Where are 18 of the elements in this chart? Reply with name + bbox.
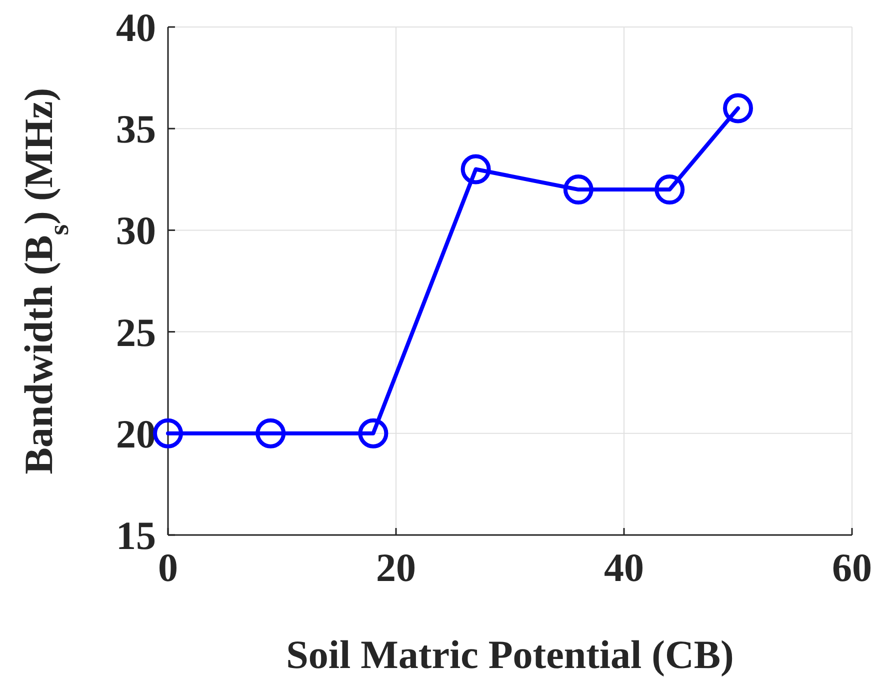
point xyxy=(723,93,753,124)
x-axis-title: Soil Matric Potential (CB) xyxy=(286,632,734,677)
y-tick-label: 15 xyxy=(116,513,156,558)
y-tick-label: 40 xyxy=(116,5,156,50)
point xyxy=(563,174,594,205)
x-tick-label: 20 xyxy=(376,545,416,590)
y-tick-label: 30 xyxy=(116,208,156,254)
point xyxy=(256,418,286,448)
x-tick-label: 40 xyxy=(604,545,644,590)
point xyxy=(654,174,685,205)
point xyxy=(153,418,183,448)
x-tick-label: 0 xyxy=(158,545,178,590)
y-tick-label: 35 xyxy=(116,106,156,152)
x-tick-label: 60 xyxy=(832,545,872,590)
y-tick-label: 20 xyxy=(116,411,156,456)
y-tick-label: 25 xyxy=(116,310,156,355)
point xyxy=(358,418,388,448)
point xyxy=(460,154,491,184)
